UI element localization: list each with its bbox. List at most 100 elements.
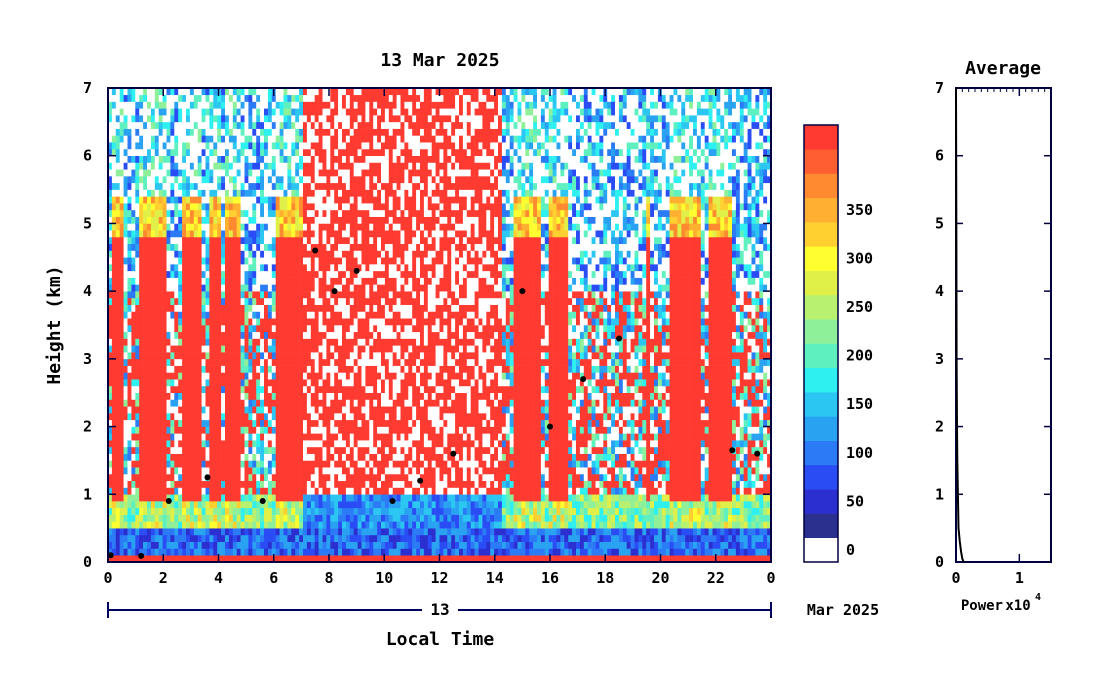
heatmap-cell bbox=[205, 385, 210, 394]
heatmap-cell bbox=[189, 169, 195, 177]
heatmap-cell bbox=[334, 453, 339, 461]
heatmap-cell bbox=[381, 555, 386, 563]
heatmap-cell bbox=[139, 521, 144, 529]
heatmap-cell bbox=[299, 507, 304, 515]
heatmap-cell bbox=[345, 311, 351, 319]
heatmap-cell bbox=[170, 182, 175, 190]
heatmap-cell bbox=[330, 196, 335, 204]
heatmap-cell bbox=[342, 128, 347, 136]
heatmap-cell bbox=[123, 264, 128, 272]
heatmap-cell bbox=[217, 243, 222, 251]
heatmap-cell bbox=[162, 385, 167, 394]
heatmap-cell bbox=[330, 264, 335, 272]
heatmap-cell bbox=[306, 514, 312, 522]
heatmap-cell bbox=[154, 365, 159, 373]
heatmap-cell bbox=[365, 162, 370, 170]
heatmap-cell bbox=[111, 338, 117, 346]
heatmap-cell bbox=[158, 250, 163, 258]
heatmap-cell bbox=[162, 101, 167, 109]
heatmap-cell bbox=[189, 257, 195, 265]
heatmap-cell bbox=[119, 372, 124, 380]
heatmap-cell bbox=[178, 453, 183, 461]
heatmap-cell bbox=[345, 392, 351, 400]
heatmap-cell bbox=[213, 514, 218, 522]
heatmap-cell bbox=[189, 534, 195, 542]
heatmap-cell bbox=[170, 94, 175, 102]
heatmap-cell bbox=[123, 372, 128, 380]
heatmap-cell bbox=[271, 365, 276, 373]
heatmap-cell bbox=[267, 148, 273, 157]
heatmap-cell bbox=[123, 88, 128, 96]
heatmap-cell bbox=[373, 264, 378, 272]
heatmap-cell bbox=[330, 494, 335, 502]
heatmap-cell bbox=[306, 446, 312, 454]
heatmap-cell bbox=[182, 352, 187, 360]
heatmap-cell bbox=[271, 101, 276, 109]
heatmap-cell bbox=[353, 480, 358, 488]
heatmap-cell bbox=[193, 514, 198, 522]
heatmap-cell bbox=[264, 189, 269, 197]
heatmap-cell bbox=[275, 108, 280, 116]
heatmap-cell bbox=[147, 338, 152, 346]
heatmap-cell bbox=[326, 385, 331, 394]
heatmap-cell bbox=[373, 94, 378, 102]
heatmap-cell bbox=[334, 108, 339, 116]
heatmap-cell bbox=[287, 264, 292, 272]
heatmap-cell bbox=[244, 467, 249, 475]
heatmap-cell bbox=[178, 108, 183, 116]
heatmap-cell bbox=[381, 108, 386, 116]
heatmap-cell bbox=[377, 521, 382, 529]
heatmap-cell bbox=[193, 196, 198, 204]
heatmap-cell bbox=[139, 379, 144, 387]
heatmap-cell bbox=[264, 507, 269, 515]
heatmap-cell bbox=[256, 528, 261, 536]
heatmap-cell bbox=[318, 433, 323, 441]
heatmap-cell bbox=[162, 189, 167, 197]
heatmap-cell bbox=[369, 88, 374, 96]
heatmap-cell bbox=[119, 406, 124, 414]
heatmap-cell bbox=[197, 291, 202, 299]
heatmap-cell bbox=[193, 399, 198, 407]
heatmap-cell bbox=[338, 182, 343, 190]
heatmap-cell bbox=[139, 426, 144, 434]
heatmap-cell bbox=[127, 467, 132, 475]
heatmap-cell bbox=[342, 196, 347, 204]
heatmap-cell bbox=[322, 264, 327, 272]
heatmap-cell bbox=[306, 243, 312, 251]
heatmap-cell bbox=[143, 148, 148, 157]
heatmap-cell bbox=[236, 521, 241, 529]
heatmap-cell bbox=[119, 480, 124, 488]
heatmap-cell bbox=[306, 162, 312, 170]
heatmap-cell bbox=[264, 446, 269, 454]
heatmap-cell bbox=[108, 467, 113, 475]
heatmap-cell bbox=[221, 196, 226, 204]
heatmap-cell bbox=[357, 121, 362, 129]
heatmap-cell bbox=[115, 284, 120, 292]
heatmap-cell bbox=[170, 142, 175, 150]
heatmap-cell bbox=[310, 480, 315, 488]
heatmap-cell bbox=[338, 446, 343, 454]
heatmap-cell bbox=[189, 548, 195, 556]
heatmap-cell bbox=[197, 419, 202, 427]
heatmap-cell bbox=[267, 501, 273, 509]
heatmap-cell bbox=[260, 501, 265, 509]
heatmap-cell bbox=[186, 433, 191, 441]
heatmap-cell bbox=[326, 155, 331, 163]
heatmap-cell bbox=[338, 528, 343, 536]
heatmap-cell bbox=[135, 94, 140, 102]
heatmap-cell bbox=[154, 257, 159, 265]
heatmap-cell bbox=[357, 304, 362, 312]
heatmap-cell bbox=[334, 148, 339, 157]
heatmap-cell bbox=[240, 162, 245, 170]
heatmap-cell bbox=[295, 352, 300, 360]
heatmap-cell bbox=[150, 372, 156, 380]
heatmap-cell bbox=[135, 514, 140, 522]
heatmap-cell bbox=[299, 528, 304, 536]
heatmap-cell bbox=[377, 209, 382, 217]
heatmap-cell bbox=[162, 358, 167, 366]
heatmap-cell bbox=[221, 311, 226, 319]
heatmap-cell bbox=[139, 507, 144, 515]
heatmap-cell bbox=[271, 507, 276, 515]
heatmap-cell bbox=[299, 284, 304, 292]
heatmap-cell bbox=[299, 318, 304, 326]
